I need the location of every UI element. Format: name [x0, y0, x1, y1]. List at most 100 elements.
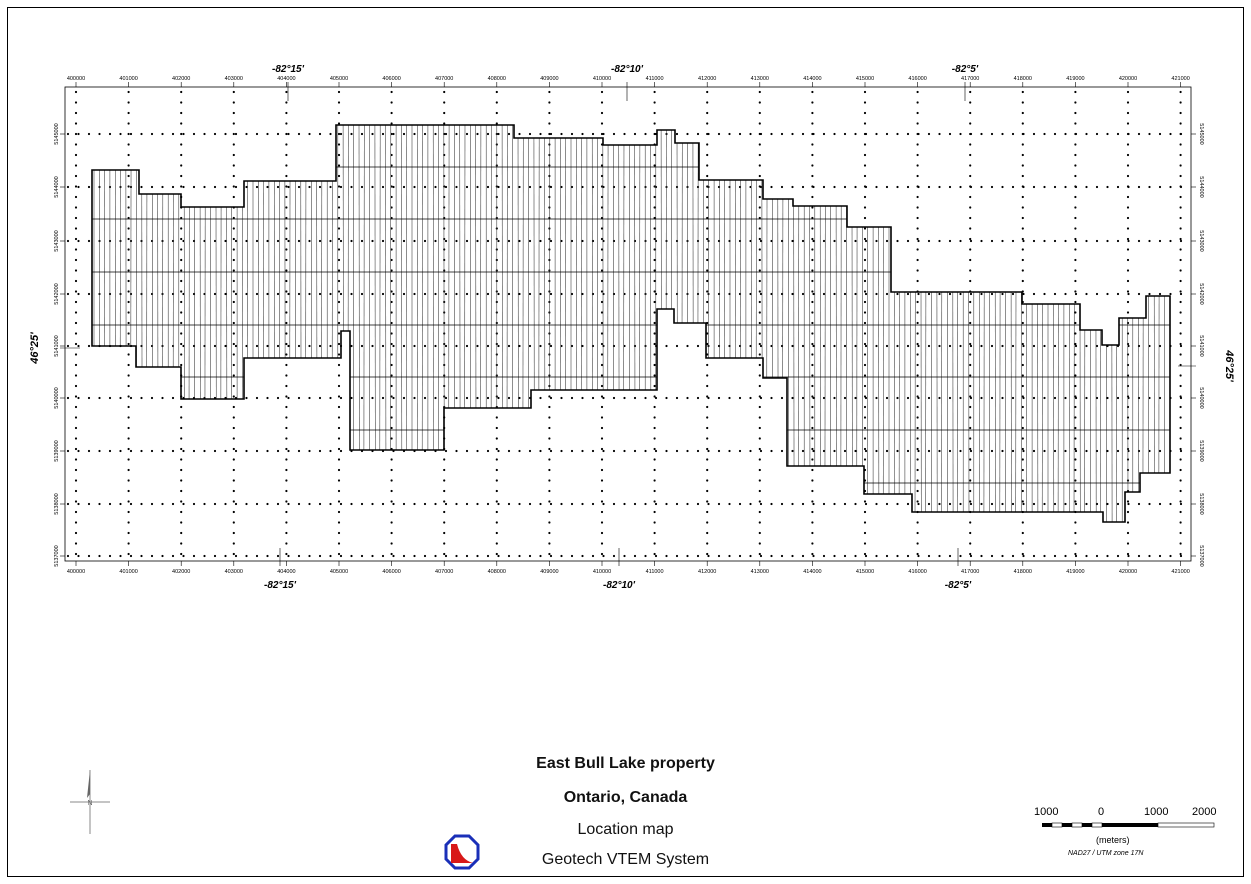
grid-dot [665, 344, 668, 348]
flight-line [994, 125, 996, 522]
grid-dot [232, 416, 235, 419]
easting-tick-label: 408000 [488, 569, 506, 575]
grid-dot [74, 143, 78, 146]
grid-dot [1053, 554, 1057, 558]
grid-dot [390, 353, 393, 356]
grid-dot [600, 458, 604, 461]
grid-dot [329, 239, 332, 243]
grid-dot [706, 510, 709, 514]
grid-dot [497, 344, 500, 348]
grid-dot [969, 90, 972, 94]
grid-dot [875, 292, 878, 296]
grid-dot [360, 502, 364, 506]
grid-dot [518, 344, 521, 348]
grid-dot [706, 237, 709, 241]
grid-dot [518, 239, 521, 243]
easting-tick-label: 400000 [67, 76, 85, 82]
grid-dot [443, 468, 446, 472]
grid-dot [1179, 521, 1182, 524]
grid-dot [653, 132, 656, 136]
grid-dot [706, 311, 709, 314]
grid-dot [232, 195, 235, 199]
grid-dot [959, 185, 962, 189]
grid-dot [1022, 554, 1025, 558]
grid-dot [337, 405, 341, 409]
grid-dot [495, 122, 498, 125]
grid-dot [119, 396, 122, 400]
grid-dot [1074, 384, 1077, 388]
grid-dot [811, 111, 814, 115]
grid-dot [600, 395, 604, 398]
grid-dot [1021, 248, 1024, 251]
grid-dot [653, 216, 656, 220]
grid-dot [801, 344, 805, 348]
grid-dot [927, 185, 931, 189]
grid-dot [234, 239, 238, 243]
grid-dot [675, 132, 679, 136]
grid-dot [706, 426, 709, 430]
grid-dot [1179, 195, 1182, 199]
grid-dot [1137, 502, 1141, 506]
grid-dot [337, 290, 341, 293]
grid-dot [360, 292, 364, 296]
grid-dot [854, 396, 857, 400]
grid-dot [285, 269, 288, 272]
grid-dot [1011, 239, 1015, 243]
grid-dot [1043, 344, 1046, 348]
grid-dot [180, 489, 183, 493]
grid-dot [74, 132, 78, 136]
grid-dot [706, 405, 709, 409]
grid-dot [161, 554, 164, 558]
grid-dot [297, 396, 301, 400]
grid-dot [653, 332, 656, 335]
grid-dot [77, 344, 80, 348]
flight-line [999, 125, 1001, 522]
grid-dot [390, 101, 393, 104]
grid-dot [927, 344, 931, 348]
grid-dot [1095, 449, 1099, 453]
grid-dot [308, 239, 311, 243]
grid-dot [337, 542, 341, 545]
grid-dot [1053, 239, 1057, 243]
grid-dot [66, 132, 70, 136]
grid-dot [150, 449, 154, 453]
grid-dot [127, 269, 130, 272]
grid-dot [1179, 489, 1182, 493]
grid-dot [1106, 292, 1109, 296]
grid-dot [234, 185, 238, 189]
grid-dot [74, 185, 78, 188]
grid-dot [1074, 552, 1077, 556]
grid-dot [916, 111, 919, 115]
grid-dot [738, 132, 742, 136]
grid-dot [653, 479, 656, 482]
grid-dot [863, 552, 867, 556]
grid-dot [863, 321, 867, 325]
grid-dot [885, 554, 889, 558]
northing-tick-label: 5143000 [54, 230, 60, 251]
grid-dot [1095, 239, 1099, 243]
grid-dot [390, 90, 393, 94]
grid-dot [811, 416, 814, 419]
grid-dot [1126, 185, 1130, 188]
grid-dot [906, 185, 910, 189]
grid-dot [443, 510, 446, 514]
grid-dot [1053, 449, 1057, 453]
grid-dot [337, 164, 341, 167]
flight-line [480, 125, 482, 522]
grid-dot [390, 500, 393, 503]
grid-dot [591, 554, 595, 558]
grid-dot [213, 292, 217, 296]
grid-dot [969, 458, 972, 461]
grid-dot [232, 363, 235, 367]
grid-dot [1021, 164, 1024, 167]
flight-line [978, 125, 980, 522]
grid-dot [74, 468, 78, 472]
grid-dot [758, 174, 761, 178]
grid-dot [213, 239, 217, 243]
grid-dot [1074, 185, 1077, 188]
grid-dot [1148, 502, 1151, 506]
grid-dot [653, 437, 656, 440]
grid-dot [74, 395, 78, 398]
grid-dot [863, 426, 867, 430]
grid-dot [234, 449, 238, 453]
